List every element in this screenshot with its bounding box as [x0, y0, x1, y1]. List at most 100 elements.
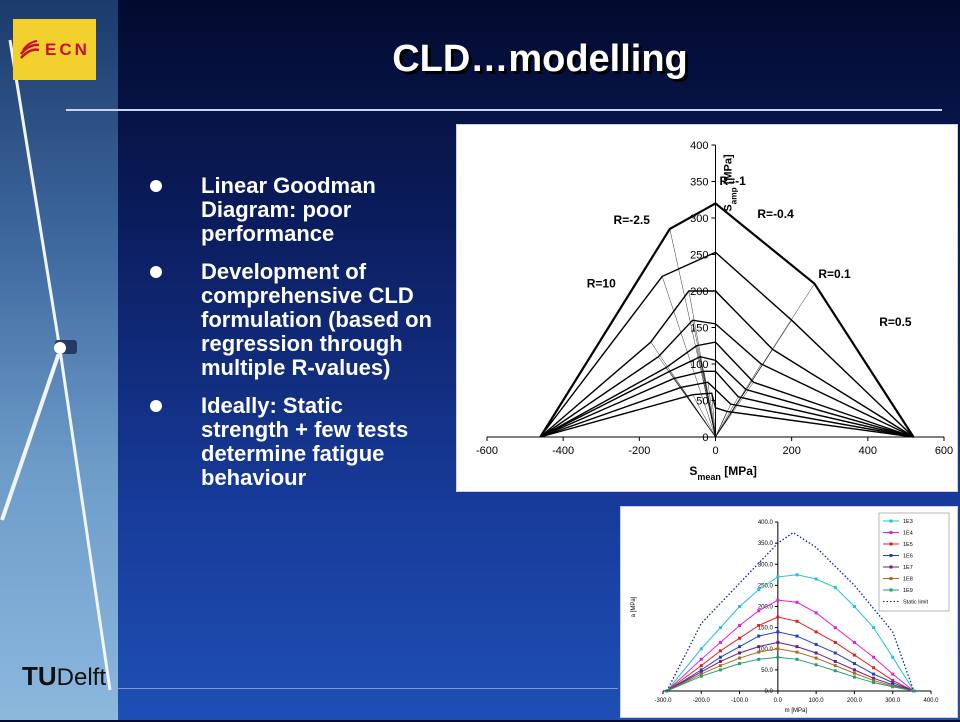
ecn-logo-text: ECN: [45, 39, 90, 59]
y-tick-label: 350: [690, 177, 708, 189]
fatigue-data-point: [852, 675, 856, 679]
fatigue-data-point: [738, 645, 742, 649]
fatigue-data-point: [872, 676, 876, 680]
fatigue-data-point: [833, 659, 837, 663]
fatigue-series-line: [666, 616, 914, 692]
fatigue-data-point: [814, 611, 818, 615]
legend-label: 1E9: [903, 588, 913, 594]
x-tick-label: -300.0: [654, 698, 672, 704]
slide-title: CLD…modelling: [392, 38, 688, 80]
cld-series-line: [540, 370, 914, 438]
y-tick-label: 150: [690, 323, 708, 335]
y-tick-label: 200: [690, 286, 708, 298]
x-tick-label: 200.0: [847, 698, 863, 704]
r-ratio-label: R=0.1: [818, 267, 851, 281]
fatigue-chart-panel: -300.0 -200.0 -100.0 0.0 100.0 200.0 300.0 400.…: [620, 506, 958, 718]
r-ratio-ray: [661, 276, 716, 438]
fatigue-data-point: [891, 685, 895, 689]
fatigue-data-point: [833, 626, 837, 630]
r-ratio-label: R=-2.5: [614, 213, 651, 227]
x-tick-label: 300.0: [885, 698, 901, 704]
fatigue-data-point: [833, 585, 837, 589]
fatigue-data-point: [757, 650, 761, 654]
fatigue-data-point: [718, 668, 722, 672]
fatigue-data-point: [776, 575, 780, 579]
bullet-item: Linear Goodman Diagram: poor performance: [150, 174, 435, 246]
legend-marker: [889, 577, 893, 580]
r-ratio-label: R=10: [587, 276, 616, 290]
x-tick-label: 200: [782, 445, 800, 457]
fatigue-data-point: [833, 640, 837, 644]
bullet-dot-icon: [150, 180, 162, 192]
fatigue-data-point: [718, 655, 722, 659]
y-tick-label: 50.0: [761, 668, 773, 674]
cld-chart-panel: -600 -400 -200 0 200 400 600 0 50 100 150 200 250 300…: [456, 124, 958, 492]
fatigue-data-point: [872, 655, 876, 659]
fatigue-data-point: [891, 655, 895, 659]
fatigue-data-point: [718, 649, 722, 653]
y-tick-label: 0: [702, 432, 708, 444]
fatigue-data-point: [718, 659, 722, 663]
fatigue-data-point: [699, 647, 703, 651]
x-tick-label: -100.0: [731, 698, 749, 704]
fatigue-data-point: [757, 645, 761, 649]
legend-label: Static limit: [903, 600, 929, 606]
legend-marker: [889, 542, 893, 546]
cld-series-line: [539, 319, 914, 438]
fatigue-data-point: [833, 664, 837, 668]
fatigue-data-point: [872, 626, 876, 630]
fatigue-data-point: [872, 678, 876, 682]
fatigue-data-point: [852, 671, 856, 675]
r-ratio-label: R=-1: [720, 174, 747, 188]
fatigue-data-point: [776, 640, 780, 644]
fatigue-data-point: [852, 662, 856, 666]
y-tick-label: 350.0: [758, 541, 774, 547]
r-ratio-ray: [715, 382, 754, 438]
x-tick-label: 100.0: [809, 698, 825, 704]
fatigue-data-point: [665, 689, 669, 693]
y-axis-label: Samp [MPa]: [723, 154, 739, 212]
x-tick-label: -400: [552, 445, 574, 457]
fatigue-data-point: [891, 678, 895, 682]
fatigue-data-point: [738, 624, 742, 628]
legend-marker: [889, 554, 893, 557]
fatigue-data-point: [795, 634, 799, 638]
fatigue-data-point: [872, 666, 876, 670]
y-tick-label: 250: [690, 250, 708, 262]
bullet-list: Linear Goodman Diagram: poor performance…: [150, 174, 435, 504]
fatigue-data-point: [833, 651, 837, 655]
fatigue-data-point: [757, 634, 761, 638]
title-divider: [66, 109, 942, 111]
fatigue-data-point: [776, 630, 780, 634]
x-tick-label: 600: [935, 445, 953, 457]
cld-series-line: [539, 341, 914, 438]
x-tick-label: 400: [859, 445, 877, 457]
fatigue-series-line: [666, 574, 915, 692]
bullet-dot-icon: [150, 266, 162, 278]
y-tick-label: 50: [696, 396, 708, 408]
fatigue-series-line: [666, 656, 914, 692]
r-ratio-ray: [673, 378, 716, 438]
fatigue-series-line: [666, 531, 915, 692]
bullet-text: Ideally: Static strength + few tests det…: [201, 393, 409, 490]
bullet-item: Ideally: Static strength + few tests det…: [150, 394, 435, 490]
r-ratio-label: R=0.5: [879, 315, 912, 329]
y-axis-label: a [MPa]: [631, 596, 637, 617]
r-ratio-ray: [715, 396, 739, 438]
r-ratio-ray: [700, 356, 716, 438]
fatigue-data-point: [757, 609, 761, 613]
y-tick-label: 400: [690, 140, 708, 152]
fatigue-data-point: [776, 615, 780, 619]
tudelft-logo-tu: TU: [22, 661, 57, 691]
fatigue-data-point: [795, 619, 799, 623]
fatigue-data-point: [738, 662, 742, 666]
ecn-swirl-icon: [20, 39, 40, 59]
fatigue-data-point: [699, 657, 703, 661]
r-ratio-label: R=-0.4: [757, 207, 794, 221]
x-tick-label: 0: [712, 445, 718, 457]
tudelft-logo-delft: Delft: [56, 664, 107, 691]
fatigue-data-point: [738, 656, 742, 660]
cld-series-line: [540, 392, 914, 438]
cld-series-line: [540, 381, 914, 438]
cld-series-line: [539, 202, 915, 438]
